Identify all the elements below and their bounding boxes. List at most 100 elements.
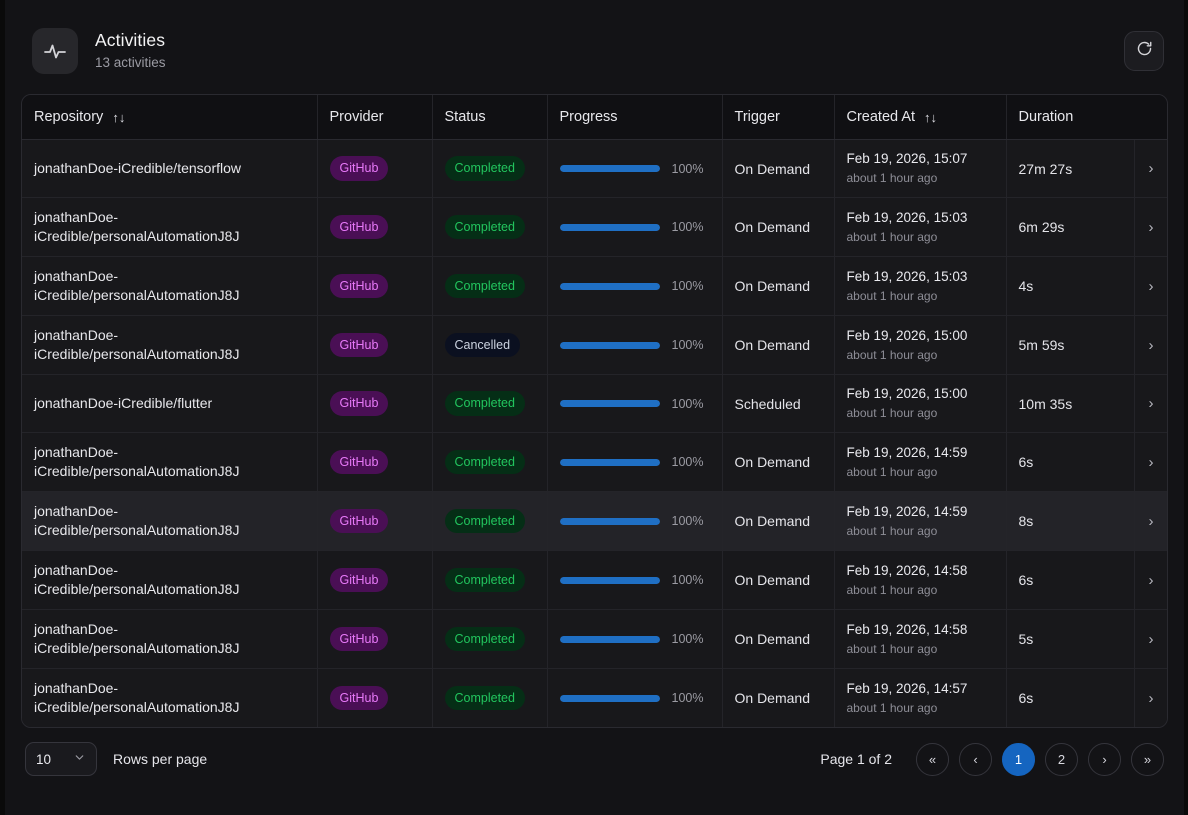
chevron-right-icon[interactable]: › [1148, 160, 1154, 177]
activities-count: 13 activities [95, 55, 166, 70]
progress-percent: 100% [671, 338, 704, 352]
cell-row-action[interactable]: › [1134, 139, 1167, 198]
cell-row-action[interactable]: › [1134, 315, 1167, 375]
repository-name: jonathanDoe-iCredible/personalAutomation… [34, 503, 240, 538]
cell-repository: jonathanDoe-iCredible/personalAutomation… [22, 315, 318, 375]
table-row[interactable]: jonathanDoe-iCredible/personalAutomation… [22, 609, 1167, 669]
cell-row-action[interactable]: › [1134, 374, 1167, 433]
table-header: Repository ↑↓ Provider Status [22, 95, 1167, 140]
cell-row-action[interactable]: › [1134, 550, 1167, 610]
cell-repository: jonathanDoe-iCredible/personalAutomation… [22, 668, 318, 727]
chevron-right-icon[interactable]: › [1148, 689, 1154, 707]
cell-provider: GitHub [317, 550, 433, 610]
cell-duration: 27m 27s [1006, 139, 1135, 198]
repository-name: jonathanDoe-iCredible/tensorflow [34, 160, 242, 176]
created-at-relative: about 1 hour ago [846, 523, 938, 538]
cell-repository: jonathanDoe-iCredible/personalAutomation… [22, 256, 318, 316]
first-page-button[interactable]: « [916, 742, 949, 776]
progress-percent: 100% [671, 573, 704, 587]
cell-row-action[interactable]: › [1134, 491, 1167, 551]
table-row[interactable]: jonathanDoe-iCredible/personalAutomation… [22, 491, 1167, 551]
repository-name: jonathanDoe-iCredible/personalAutomation… [34, 680, 240, 715]
cell-repository: jonathanDoe-iCredible/flutter [22, 374, 318, 433]
chevron-right-icon[interactable]: › [1148, 395, 1154, 412]
table-row[interactable]: jonathanDoe-iCredible/personalAutomation… [22, 315, 1167, 375]
cell-created-at: Feb 19, 2026, 15:03 about 1 hour ago [834, 197, 1007, 257]
chevron-right-icon[interactable]: › [1148, 336, 1154, 354]
page-2-button[interactable]: 2 [1045, 742, 1078, 776]
column-header-status[interactable]: Status [432, 95, 548, 140]
cell-row-action[interactable]: › [1134, 197, 1167, 257]
table-row[interactable]: jonathanDoe-iCredible/personalAutomation… [22, 550, 1167, 610]
chevron-right-icon[interactable]: › [1148, 630, 1154, 648]
cell-progress: 100% [547, 668, 723, 727]
created-at-relative: about 1 hour ago [846, 700, 938, 715]
cell-trigger: On Demand [722, 550, 835, 610]
created-at-relative: about 1 hour ago [846, 288, 938, 303]
column-header-created-at[interactable]: Created At ↑↓ [834, 95, 1007, 140]
next-page-button[interactable]: › [1088, 742, 1121, 776]
chevron-right-icon[interactable]: › [1148, 453, 1154, 471]
page-1-button[interactable]: 1 [1002, 742, 1035, 776]
refresh-button[interactable] [1124, 31, 1164, 71]
progress-bar [559, 341, 660, 349]
cell-duration: 6m 29s [1006, 197, 1135, 257]
cell-row-action[interactable]: › [1134, 668, 1167, 727]
progress-bar [559, 576, 660, 584]
created-at-timestamp: Feb 19, 2026, 15:00 [846, 327, 968, 343]
duration-label: 5m 59s [1018, 337, 1065, 353]
cell-status: Completed [432, 256, 548, 316]
duration-label: 6s [1018, 572, 1034, 588]
column-header-trigger[interactable]: Trigger [722, 95, 835, 140]
progress-percent: 100% [671, 514, 704, 528]
trigger-label: On Demand [734, 337, 810, 353]
column-header-duration[interactable]: Duration [1006, 95, 1167, 140]
cell-row-action[interactable]: › [1134, 432, 1167, 492]
column-label-provider: Provider [329, 109, 384, 125]
cell-progress: 100% [547, 315, 723, 375]
cell-row-action[interactable]: › [1134, 609, 1167, 669]
cell-provider: GitHub [317, 374, 433, 433]
sort-icon-repository[interactable]: ↑↓ [112, 109, 126, 125]
table-footer: 10 Rows per page Page 1 of 2 « ‹ 1 2 › » [21, 728, 1168, 776]
status-badge: Completed [444, 273, 525, 299]
chevron-right-icon[interactable]: › [1148, 512, 1154, 530]
column-label-progress: Progress [559, 109, 618, 125]
cell-trigger: On Demand [722, 197, 835, 257]
table-row[interactable]: jonathanDoe-iCredible/flutter GitHub Compl… [22, 374, 1167, 433]
table-row[interactable]: jonathanDoe-iCredible/personalAutomation… [22, 432, 1167, 492]
trigger-label: On Demand [734, 160, 810, 177]
table-row[interactable]: jonathanDoe-iCredible/personalAutomation… [22, 197, 1167, 257]
prev-page-button[interactable]: ‹ [959, 742, 992, 776]
created-at-relative: about 1 hour ago [846, 464, 938, 479]
progress-percent: 100% [671, 691, 704, 705]
column-header-provider[interactable]: Provider [317, 95, 433, 140]
sort-icon-created-at[interactable]: ↑↓ [924, 109, 938, 125]
duration-label: 27m 27s [1018, 160, 1073, 177]
pagination-buttons: « ‹ 1 2 › » [916, 742, 1164, 776]
table-body: jonathanDoe-iCredible/tensorflow GitHub Co… [22, 139, 1167, 727]
cell-repository: jonathanDoe-iCredible/personalAutomation… [22, 491, 318, 551]
created-at-timestamp: Feb 19, 2026, 15:07 [846, 151, 968, 166]
provider-badge: GitHub [329, 685, 389, 711]
progress-bar [559, 694, 660, 702]
table-row[interactable]: jonathanDoe-iCredible/personalAutomation… [22, 256, 1167, 316]
cell-status: Completed [432, 197, 548, 257]
repository-name: jonathanDoe-iCredible/personalAutomation… [34, 444, 240, 479]
table-row[interactable]: jonathanDoe-iCredible/personalAutomation… [22, 668, 1167, 727]
status-badge: Completed [444, 391, 525, 416]
provider-badge: GitHub [329, 449, 389, 475]
rows-per-page-select[interactable]: 10 [25, 742, 97, 776]
column-label-status: Status [444, 109, 486, 125]
column-header-repository[interactable]: Repository ↑↓ [22, 95, 318, 140]
last-page-button[interactable]: » [1131, 742, 1164, 776]
chevron-right-icon[interactable]: › [1148, 218, 1154, 236]
cell-progress: 100% [547, 491, 723, 551]
chevron-right-icon[interactable]: › [1148, 571, 1154, 589]
progress-bar [559, 458, 660, 466]
column-header-progress[interactable]: Progress [547, 95, 723, 140]
cell-row-action[interactable]: › [1134, 256, 1167, 316]
table-row[interactable]: jonathanDoe-iCredible/tensorflow GitHub Co… [22, 139, 1167, 198]
chevron-right-icon[interactable]: › [1148, 277, 1154, 295]
trigger-label: On Demand [734, 454, 810, 470]
